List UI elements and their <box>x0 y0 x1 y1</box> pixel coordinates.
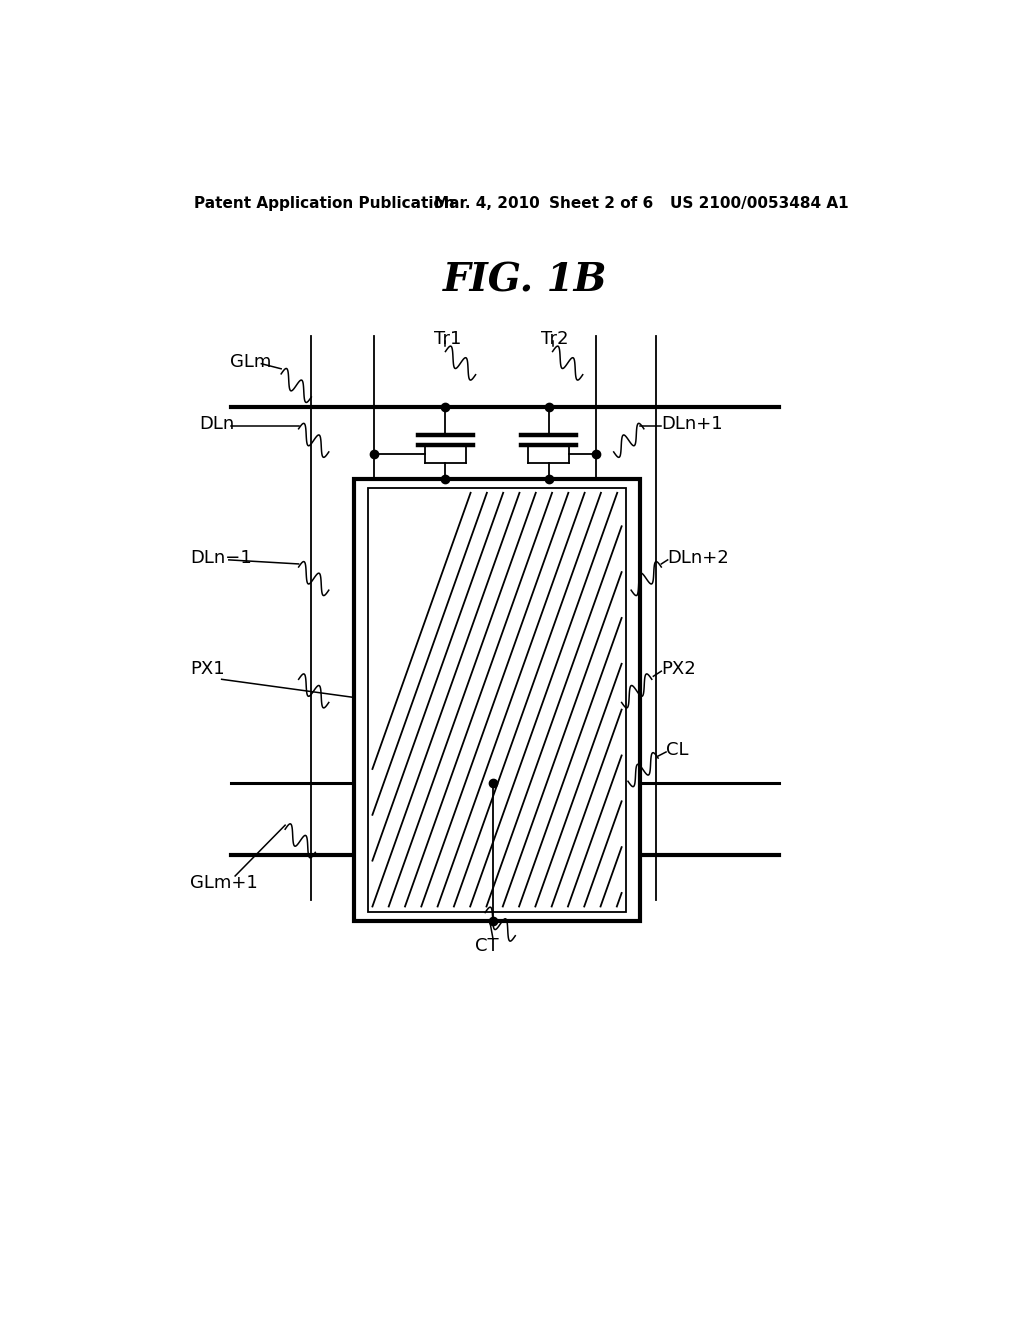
Text: CL: CL <box>666 741 688 759</box>
Text: DLn: DLn <box>200 414 234 433</box>
Text: PX2: PX2 <box>662 660 696 678</box>
Text: DLn+2: DLn+2 <box>668 549 729 566</box>
Text: US 2100/0053484 A1: US 2100/0053484 A1 <box>670 195 849 211</box>
Text: Patent Application Publication: Patent Application Publication <box>194 195 455 211</box>
Bar <box>354 479 640 921</box>
Text: Tr2: Tr2 <box>541 330 568 348</box>
Text: Tr1: Tr1 <box>433 330 461 348</box>
Text: GLm: GLm <box>229 352 271 371</box>
Bar <box>369 487 626 912</box>
Text: DLn−1: DLn−1 <box>189 549 252 566</box>
Text: Mar. 4, 2010: Mar. 4, 2010 <box>433 195 540 211</box>
Text: CT: CT <box>475 937 499 956</box>
Text: DLn+1: DLn+1 <box>662 414 723 433</box>
Text: GLm+1: GLm+1 <box>189 874 258 892</box>
Text: FIG. 1B: FIG. 1B <box>442 261 607 300</box>
Text: PX1: PX1 <box>189 660 224 678</box>
Text: Sheet 2 of 6: Sheet 2 of 6 <box>549 195 653 211</box>
